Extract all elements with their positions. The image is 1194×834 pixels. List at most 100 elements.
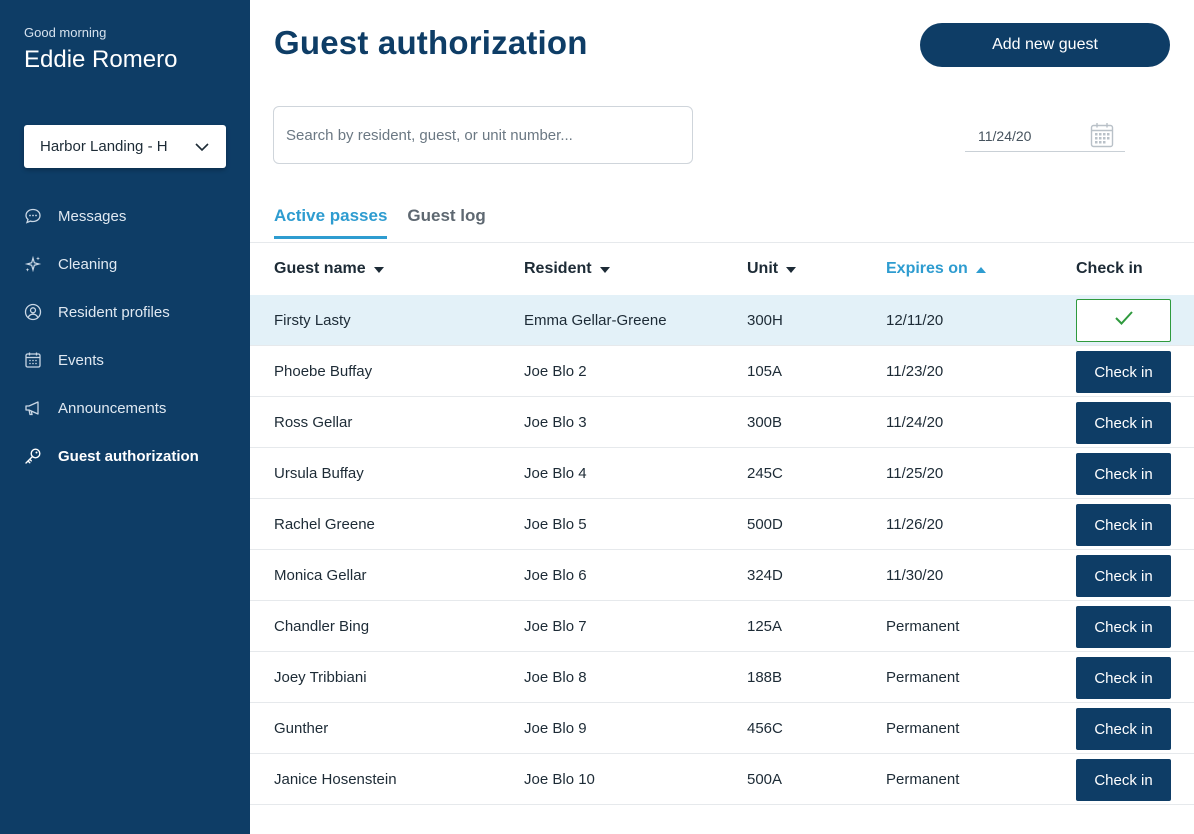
expires-cell: Permanent <box>886 669 960 686</box>
table-row[interactable]: Ursula Buffay Joe Blo 4 245C 11/25/20 Check … <box>250 448 1194 499</box>
check-in-button[interactable]: Check in <box>1076 657 1171 699</box>
sidebar-item-label: Events <box>58 351 104 369</box>
column-header-label: Resident <box>524 260 592 277</box>
resident-cell: Joe Blo 3 <box>524 414 587 431</box>
guest-name-cell: Gunther <box>274 720 329 737</box>
column-header-label: Check in <box>1076 260 1143 277</box>
resident-cell: Joe Blo 5 <box>524 516 587 533</box>
sidebar: Good morning Eddie Romero Harbor Landing… <box>0 0 250 834</box>
check-in-button[interactable]: Check in <box>1076 402 1171 444</box>
sort-down-icon <box>786 260 797 278</box>
greeting-text: Good morning <box>24 25 107 40</box>
column-header-label: Guest name <box>274 260 366 277</box>
sidebar-item-label: Resident profiles <box>58 303 170 321</box>
guest-name-cell: Firsty Lasty <box>274 312 351 329</box>
property-select-value: Harbor Landing - H <box>40 138 168 155</box>
sparkle-icon <box>24 255 42 273</box>
table-row[interactable]: Phoebe Buffay Joe Blo 2 105A 11/23/20 Check … <box>250 346 1194 397</box>
table-row[interactable]: Gunther Joe Blo 9 456C Permanent Check in <box>250 703 1194 754</box>
tab-guest-log[interactable]: Guest log <box>407 206 486 225</box>
expires-cell: Permanent <box>886 720 960 737</box>
table-body: Firsty Lasty Emma Gellar-Greene 300H 12/11/… <box>250 295 1194 805</box>
column-header-unit[interactable]: Unit <box>747 260 797 278</box>
table-row[interactable]: Ross Gellar Joe Blo 3 300B 11/24/20 Check in <box>250 397 1194 448</box>
chevron-down-icon <box>194 139 210 159</box>
expires-cell: 11/26/20 <box>886 516 944 533</box>
check-in-button[interactable]: Check in <box>1076 606 1171 648</box>
sort-up-icon <box>975 260 986 278</box>
date-filter-value: 11/24/20 <box>978 128 1032 144</box>
sidebar-item-label: Guest authorization <box>58 447 199 465</box>
guest-name-cell: Janice Hosenstein <box>274 771 397 788</box>
table-row[interactable]: Janice Hosenstein Joe Blo 10 500A Permanent… <box>250 754 1194 805</box>
check-in-button[interactable]: Check in <box>1076 504 1171 546</box>
guest-name-cell: Joey Tribbiani <box>274 669 367 686</box>
search-input[interactable] <box>273 106 693 164</box>
tab-bar: Active passes Guest log <box>274 206 506 239</box>
resident-cell: Joe Blo 7 <box>524 618 587 635</box>
sidebar-item-events[interactable]: Events <box>0 336 250 384</box>
resident-cell: Joe Blo 10 <box>524 771 595 788</box>
unit-cell: 300H <box>747 312 783 329</box>
unit-cell: 188B <box>747 669 783 686</box>
user-circle-icon <box>24 303 42 321</box>
key-icon <box>24 447 42 465</box>
table-row[interactable]: Firsty Lasty Emma Gellar-Greene 300H 12/11/… <box>250 295 1194 346</box>
unit-cell: 324D <box>747 567 783 584</box>
checked-in-indicator[interactable] <box>1076 299 1171 342</box>
sidebar-item-guest-authorization[interactable]: Guest authorization <box>0 432 250 480</box>
sidebar-item-announcements[interactable]: Announcements <box>0 384 250 432</box>
megaphone-icon <box>24 399 42 417</box>
tab-active-passes[interactable]: Active passes <box>274 206 388 239</box>
check-in-button[interactable]: Check in <box>1076 453 1171 495</box>
column-header-guest-name[interactable]: Guest name <box>274 260 384 278</box>
table-row[interactable]: Monica Gellar Joe Blo 6 324D 11/30/20 Check … <box>250 550 1194 601</box>
table-row[interactable]: Rachel Greene Joe Blo 5 500D 11/26/20 Check … <box>250 499 1194 550</box>
guest-name-cell: Chandler Bing <box>274 618 370 635</box>
table-header: Guest name Resident Unit Expires on Chec… <box>250 243 1194 295</box>
guest-name-cell: Ursula Buffay <box>274 465 364 482</box>
column-header-check-in: Check in <box>1076 260 1143 278</box>
checkmark-icon <box>1114 310 1134 331</box>
check-in-button[interactable]: Check in <box>1076 759 1171 801</box>
sidebar-item-messages[interactable]: Messages <box>0 192 250 240</box>
calendar-icon <box>24 351 42 369</box>
column-header-resident[interactable]: Resident <box>524 260 610 278</box>
unit-cell: 300B <box>747 414 783 431</box>
expires-cell: 11/30/20 <box>886 567 944 584</box>
expires-cell: 11/23/20 <box>886 363 944 380</box>
property-select[interactable]: Harbor Landing - H <box>24 125 226 168</box>
expires-cell: Permanent <box>886 771 960 788</box>
resident-cell: Joe Blo 2 <box>524 363 587 380</box>
check-in-button[interactable]: Check in <box>1076 351 1171 393</box>
sidebar-item-cleaning[interactable]: Cleaning <box>0 240 250 288</box>
sidebar-item-label: Announcements <box>58 399 167 417</box>
unit-cell: 245C <box>747 465 783 482</box>
expires-cell: 12/11/20 <box>886 312 944 329</box>
calendar-icon[interactable] <box>1090 122 1114 153</box>
sidebar-item-resident-profiles[interactable]: Resident profiles <box>0 288 250 336</box>
column-header-label: Expires on <box>886 260 968 277</box>
expires-cell: 11/24/20 <box>886 414 944 431</box>
unit-cell: 125A <box>747 618 783 635</box>
expires-cell: Permanent <box>886 618 960 635</box>
sort-down-icon <box>599 260 610 278</box>
table-row[interactable]: Chandler Bing Joe Blo 7 125A Permanent Check… <box>250 601 1194 652</box>
table-row[interactable]: Joey Tribbiani Joe Blo 8 188B Permanent Chec… <box>250 652 1194 703</box>
resident-cell: Joe Blo 9 <box>524 720 587 737</box>
expires-cell: 11/25/20 <box>886 465 944 482</box>
add-new-guest-button[interactable]: Add new guest <box>920 23 1170 67</box>
check-in-button[interactable]: Check in <box>1076 555 1171 597</box>
sidebar-nav: Messages Cleaning Resident profiles Even… <box>0 192 250 480</box>
unit-cell: 500D <box>747 516 783 533</box>
unit-cell: 456C <box>747 720 783 737</box>
resident-cell: Joe Blo 8 <box>524 669 587 686</box>
resident-cell: Joe Blo 4 <box>524 465 587 482</box>
date-filter[interactable]: 11/24/20 <box>965 118 1125 152</box>
resident-cell: Joe Blo 6 <box>524 567 587 584</box>
check-in-button[interactable]: Check in <box>1076 708 1171 750</box>
main-content: Guest authorization Add new guest 11/24/… <box>250 0 1194 834</box>
column-header-expires-on[interactable]: Expires on <box>886 260 986 278</box>
unit-cell: 500A <box>747 771 783 788</box>
guest-name-cell: Ross Gellar <box>274 414 353 431</box>
